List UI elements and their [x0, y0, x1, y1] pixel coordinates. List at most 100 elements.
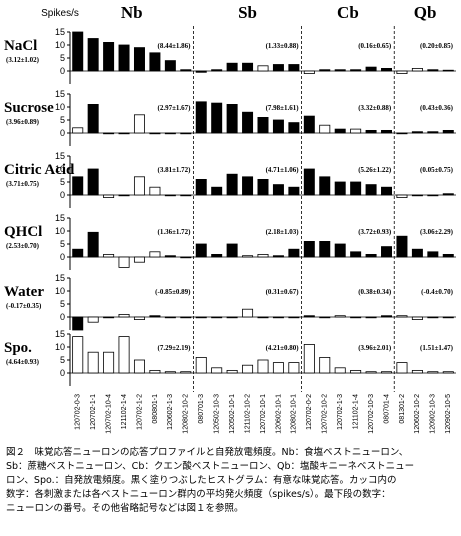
y-tick-label: 0: [60, 368, 65, 378]
neuron-label: 120702-1-1: [90, 394, 97, 430]
group-mean: (7.98±1.61): [266, 104, 300, 112]
bar: [396, 362, 408, 374]
group-title: Nb: [121, 3, 143, 22]
figure: Spikes/s Nb 120702-0-3 120702-1-1 120702-10…: [4, 3, 456, 434]
bar: [226, 369, 238, 374]
bar: [87, 38, 99, 72]
y-tick-label: 5: [60, 299, 65, 309]
y-tick-label: 5: [60, 177, 65, 187]
bar: [87, 104, 99, 134]
bar: [365, 371, 377, 374]
bar: [365, 316, 377, 319]
group-mean: (1.36±1.72): [158, 228, 192, 236]
bar: [427, 131, 439, 134]
bar: [427, 371, 439, 374]
bar: [72, 31, 84, 72]
bar: [149, 315, 161, 318]
neuron-label: 120802-10-1: [291, 394, 298, 434]
group-mean: (7.29±2.19): [158, 344, 192, 352]
bar: [411, 248, 423, 258]
bar: [396, 132, 408, 135]
bar: [211, 69, 223, 72]
neuron-label: 120902-10-5: [445, 394, 452, 434]
bar: [226, 173, 238, 196]
bar: [180, 371, 192, 374]
y-tick-label: 0: [60, 252, 65, 262]
bar: [334, 181, 346, 196]
bar: [257, 117, 269, 134]
neuron-label: 121102-1-4: [352, 394, 359, 429]
bar: [257, 178, 269, 196]
bar: [72, 176, 84, 196]
bar: [288, 248, 300, 258]
group-mean: (-0.4±0.70): [421, 288, 454, 296]
y-tick-label: 0: [60, 312, 65, 322]
bar: [72, 127, 84, 134]
bar: [288, 64, 300, 72]
row-mean: (3.71±0.75): [6, 180, 40, 188]
bar: [87, 351, 99, 374]
bar: [288, 122, 300, 134]
y-tick-label: 10: [55, 102, 65, 112]
caption-line: 数字：各刺激または各ベストニューロン群内の平均発火頻度（spikes/s）。最下…: [6, 489, 391, 500]
bar: [396, 70, 408, 74]
bar: [381, 186, 393, 196]
neuron-label: 120602-10-1: [275, 394, 282, 434]
y-tick-label: 15: [55, 151, 65, 161]
bar: [72, 316, 84, 331]
group-mean: (3.96±2.01): [358, 344, 392, 352]
bar: [164, 255, 176, 258]
group-mean: (0.31±0.67): [266, 288, 300, 296]
bar: [149, 186, 161, 196]
neuron-label: 080701-3: [198, 394, 205, 424]
bar: [103, 132, 115, 135]
bar: [272, 316, 284, 319]
bar: [226, 316, 238, 319]
bar: [103, 42, 115, 72]
bar: [411, 194, 423, 197]
group-mean: (0.05±0.75): [420, 166, 454, 174]
bar: [257, 316, 269, 319]
bar: [133, 176, 145, 196]
bar: [442, 129, 454, 134]
bar: [427, 69, 439, 72]
bar: [133, 47, 145, 72]
bar: [427, 194, 439, 197]
bar: [334, 243, 346, 258]
bar: [303, 115, 315, 134]
neuron-label: 120902-10-3: [430, 394, 437, 434]
bar: [319, 176, 331, 196]
neuron-label: 120702-10-2: [322, 394, 329, 434]
bar: [149, 369, 161, 374]
row-label: Spo.: [4, 340, 32, 356]
caption-line: ロン、Spo.：自発放電頻度。黒く塗りつぶしたヒストグラム：有意な味覚応答。カッ…: [6, 475, 397, 486]
bar: [211, 253, 223, 258]
group-mean: (1.33±0.88): [266, 42, 300, 50]
bar: [272, 64, 284, 72]
bar: [180, 69, 192, 72]
bar: [350, 69, 362, 72]
neuron-label: 120602-1-3: [167, 394, 174, 430]
bar: [164, 132, 176, 135]
bar: [195, 356, 207, 374]
bar: [334, 367, 346, 374]
bar: [118, 132, 130, 135]
neuron-label: 120702-10-1: [260, 394, 267, 434]
bar: [211, 102, 223, 134]
y-tick-label: 5: [60, 115, 65, 125]
row-mean: (4.64±0.93): [6, 358, 40, 366]
group-mean: (3.72±0.93): [358, 228, 392, 236]
bar: [411, 68, 423, 72]
bar: [350, 128, 362, 134]
bar: [319, 356, 331, 374]
neuron-label: 120702-10-4: [105, 394, 112, 434]
y-tick-label: 15: [55, 329, 65, 339]
row-label: Citric Acid: [4, 162, 75, 178]
bar: [427, 316, 439, 319]
neuron-label: 080701-4: [383, 394, 390, 424]
row-label: Sucrose: [4, 100, 54, 116]
bar: [442, 69, 454, 72]
y-tick-label: 10: [55, 286, 65, 296]
bar: [242, 364, 254, 374]
